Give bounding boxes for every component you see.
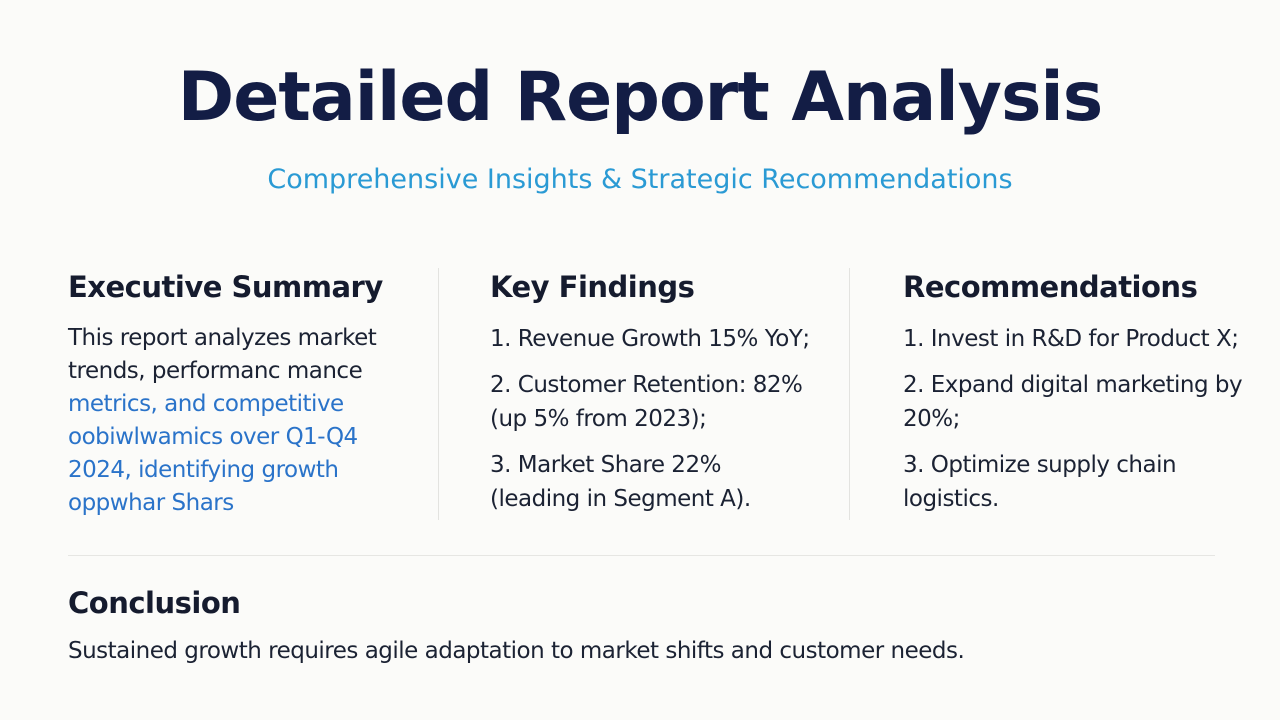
list-item: This report analyzes market trends, perfo… [68, 322, 418, 520]
list-item: 2. Customer Retention: 82% (up 5% from 20… [490, 368, 840, 436]
subtitle: Comprehensive Insights & Strategic Recom… [267, 164, 1013, 195]
column: Recommendations 1. Invest in R&D for Prod… [903, 270, 1253, 528]
list-item: 1. Revenue Growth 15% YoY; [490, 322, 840, 356]
text-line: oobiwlwamics over Q1-Q4 [68, 424, 358, 450]
list-item: 3. Market Share 22% (leading in Segment A… [490, 448, 840, 516]
conclusion-heading: Conclusion [68, 586, 241, 620]
text-line: This report analyzes market [68, 325, 377, 351]
column-heading: Executive Summary [68, 270, 383, 304]
text-line: 3. Optimize supply chain [903, 452, 1177, 478]
column: Key Findings 1. Revenue Growth 15% YoY; 2.… [490, 270, 840, 528]
text-line: oppwhar Shars [68, 490, 234, 516]
text-line: 20%; [903, 406, 960, 432]
divider [438, 268, 439, 520]
text-line: 1. Invest in R&D for Product X; [903, 326, 1239, 352]
text-line: (leading in Segment A). [490, 486, 751, 512]
rule [68, 555, 1215, 556]
text-line: 1. Revenue Growth 15% YoY; [490, 326, 810, 352]
divider [849, 268, 850, 520]
column: Executive Summary This report analyzes ma… [68, 270, 418, 532]
text-line: 2. Expand digital marketing by [903, 372, 1243, 398]
text-line: 3. Market Share 22% [490, 452, 721, 478]
list-item: 3. Optimize supply chain logistics. [903, 448, 1253, 516]
text-line: 2. Customer Retention: 82% [490, 372, 803, 398]
list-item: 2. Expand digital marketing by 20%; [903, 368, 1253, 436]
text-line: (up 5% from 2023); [490, 406, 707, 432]
column-heading: Recommendations [903, 270, 1198, 304]
column-heading: Key Findings [490, 270, 695, 304]
text-line: logistics. [903, 486, 999, 512]
conclusion-text: Sustained growth requires agile adaptati… [68, 638, 965, 664]
title: Detailed Report Analysis [177, 58, 1103, 137]
text-line: trends, performanc mance [68, 358, 363, 384]
text-line: 2024, identifying growth [68, 457, 339, 483]
list-item: 1. Invest in R&D for Product X; [903, 322, 1253, 356]
text-line: metrics, and competitive [68, 391, 344, 417]
